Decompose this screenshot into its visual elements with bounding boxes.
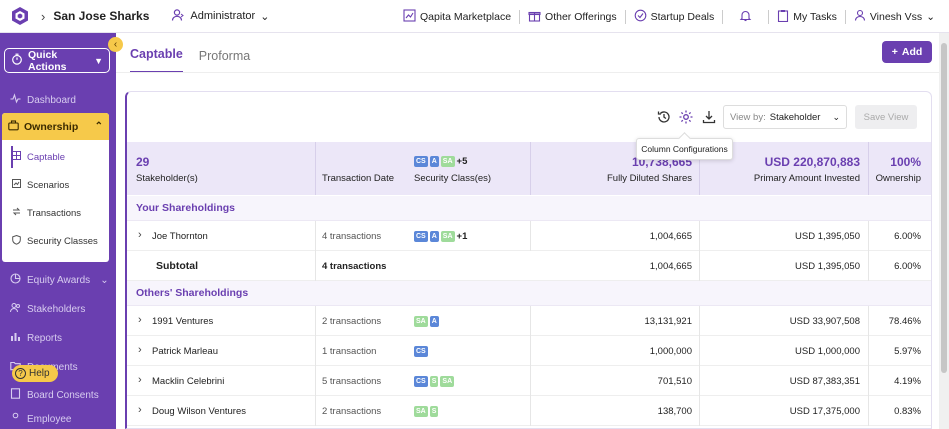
sidebar-item-employee[interactable]: Employee [10,412,71,426]
sidebar-item-scenarios[interactable]: Scenarios [12,179,69,191]
breadcrumb-chevron-icon: › [41,8,46,24]
table-row[interactable]: › Patrick Marleau 1 transaction CS 1,000… [127,336,931,366]
role-selector[interactable]: Administrator ⌄ [171,8,269,25]
history-icon[interactable] [656,109,672,125]
table-header: 29 Stakeholder(s) Transaction Date CS A SA… [127,142,931,195]
sidebar-item-ownership[interactable]: Ownership ⌃ [2,113,109,140]
table-row[interactable]: › Macklin Celebrini 5 transactions CS S SA… [127,366,931,396]
grid-icon [12,151,21,163]
sidebar-item-board-consents[interactable]: Board Consents [10,388,99,402]
col-transaction-date[interactable]: Transaction Date [322,173,394,184]
scenario-icon [12,179,21,191]
col-ownership[interactable]: Ownership [875,173,921,184]
collapse-sidebar-button[interactable]: ‹ [108,37,123,52]
security-badges: CS S SA [414,375,455,387]
role-label: Administrator [190,10,256,22]
marketplace-link[interactable]: Qapita Marketplace [403,8,511,25]
top-bar: › San Jose Sharks Administrator ⌄ Qapita… [0,0,949,33]
user-icon [854,9,866,24]
chevron-right-icon[interactable]: › [138,314,142,326]
section-others-shareholdings: Others' Shareholdings [127,281,931,306]
security-badges: CS [414,345,428,357]
chevron-right-icon[interactable]: › [138,229,142,241]
ownership-group: Ownership ⌃ Captable Scenarios Transacti… [2,113,109,262]
stopwatch-icon [11,53,23,68]
sidebar-item-stakeholders[interactable]: Stakeholders [10,302,85,316]
ownership-total: 100% [890,155,921,169]
company-name[interactable]: San Jose Sharks [53,9,150,23]
tab-captable[interactable]: Captable [130,47,183,73]
gift-icon [528,9,541,25]
gear-icon[interactable] [678,109,694,125]
table-row[interactable]: › 1991 Ventures 2 transactions SA A 13,13… [127,306,931,336]
plus-icon: + [891,46,898,58]
primary-total: USD 220,870,883 [764,155,860,169]
user-menu[interactable]: Vinesh Vss ⌄ [854,9,935,24]
deals-icon [634,9,647,25]
chart-icon [403,8,416,25]
table-row[interactable]: › Joe Thornton 4 transactions CS A SA +1 1,… [127,221,931,251]
chevron-down-icon: ▼ [94,55,103,66]
col-primary-amount[interactable]: Primary Amount Invested [753,173,860,184]
sidebar: Quick Actions ▼ Dashboard Ownership ⌃ Ca… [0,33,116,429]
clipboard-icon [777,9,789,25]
chevron-down-icon: ⌄ [832,111,840,122]
chevron-right-icon[interactable]: › [138,374,142,386]
startup-deals-link[interactable]: Startup Deals [634,9,714,25]
add-button[interactable]: + Add [882,41,932,63]
shield-icon [12,234,21,248]
sidebar-item-equity-awards[interactable]: Equity Awards ⌄ [10,273,109,287]
security-badges: CS A SA +1 [414,230,468,242]
table-row[interactable]: › Doug Wilson Ventures 2 transactions SA… [127,396,931,426]
page-tabs: Captable Proforma [130,33,250,73]
users-icon [10,302,21,316]
subtotal-row: Subtotal 4 transactions 1,004,665 USD 1,… [127,251,931,281]
qapita-logo-icon[interactable] [9,5,31,27]
briefcase-icon [8,119,19,134]
chevron-right-icon[interactable]: › [138,404,142,416]
bell-icon[interactable] [739,9,752,25]
chevron-down-icon: ⌄ [926,10,935,23]
user-switch-icon [171,8,185,25]
my-tasks-link[interactable]: My Tasks [777,9,837,25]
security-badges: SA A [414,315,439,327]
question-icon: ? [15,368,26,379]
security-badges: SA S [414,405,439,417]
sidebar-item-transactions[interactable]: Transactions [12,207,81,219]
sidebar-item-reports[interactable]: Reports [10,331,62,345]
col-stakeholders[interactable]: Stakeholder(s) [136,173,198,184]
tab-proforma[interactable]: Proforma [198,49,251,63]
section-your-shareholdings: Your Shareholdings [127,196,931,221]
stakeholder-count: 29 [136,155,150,169]
captable-card: View by: Stakeholder ⌄ Save View 29 Stak… [125,91,932,429]
pulse-icon [10,93,21,107]
page-scrollbar[interactable] [939,33,949,429]
help-button[interactable]: ? Help [12,365,58,382]
person-icon [10,412,21,426]
download-icon[interactable] [701,109,717,125]
chevron-down-icon: ⌄ [260,10,270,23]
other-offerings-link[interactable]: Other Offerings [528,9,617,25]
chevron-right-icon[interactable]: › [138,344,142,356]
header-security-badges: CS A SA +5 [414,156,468,167]
view-by-select[interactable]: View by: Stakeholder ⌄ [723,105,847,129]
folder-icon [10,360,21,374]
sidebar-item-dashboard[interactable]: Dashboard [10,93,76,107]
sidebar-item-security-classes[interactable]: Security Classes [12,234,98,248]
sidebar-item-captable[interactable]: Captable [12,151,65,163]
chevron-up-icon: ⌃ [94,121,103,132]
column-configurations-tooltip: Column Configurations [636,138,733,160]
save-view-button[interactable]: Save View [855,105,917,129]
col-security-classes[interactable]: Security Class(es) [414,173,492,184]
pie-icon [10,273,21,287]
chevron-down-icon: ⌄ [100,274,109,286]
quick-actions-button[interactable]: Quick Actions ▼ [4,48,110,73]
transfer-icon [12,207,21,219]
col-fully-diluted-shares[interactable]: Fully Diluted Shares [606,173,692,184]
bar-chart-icon [10,331,21,345]
document-icon [10,388,21,402]
